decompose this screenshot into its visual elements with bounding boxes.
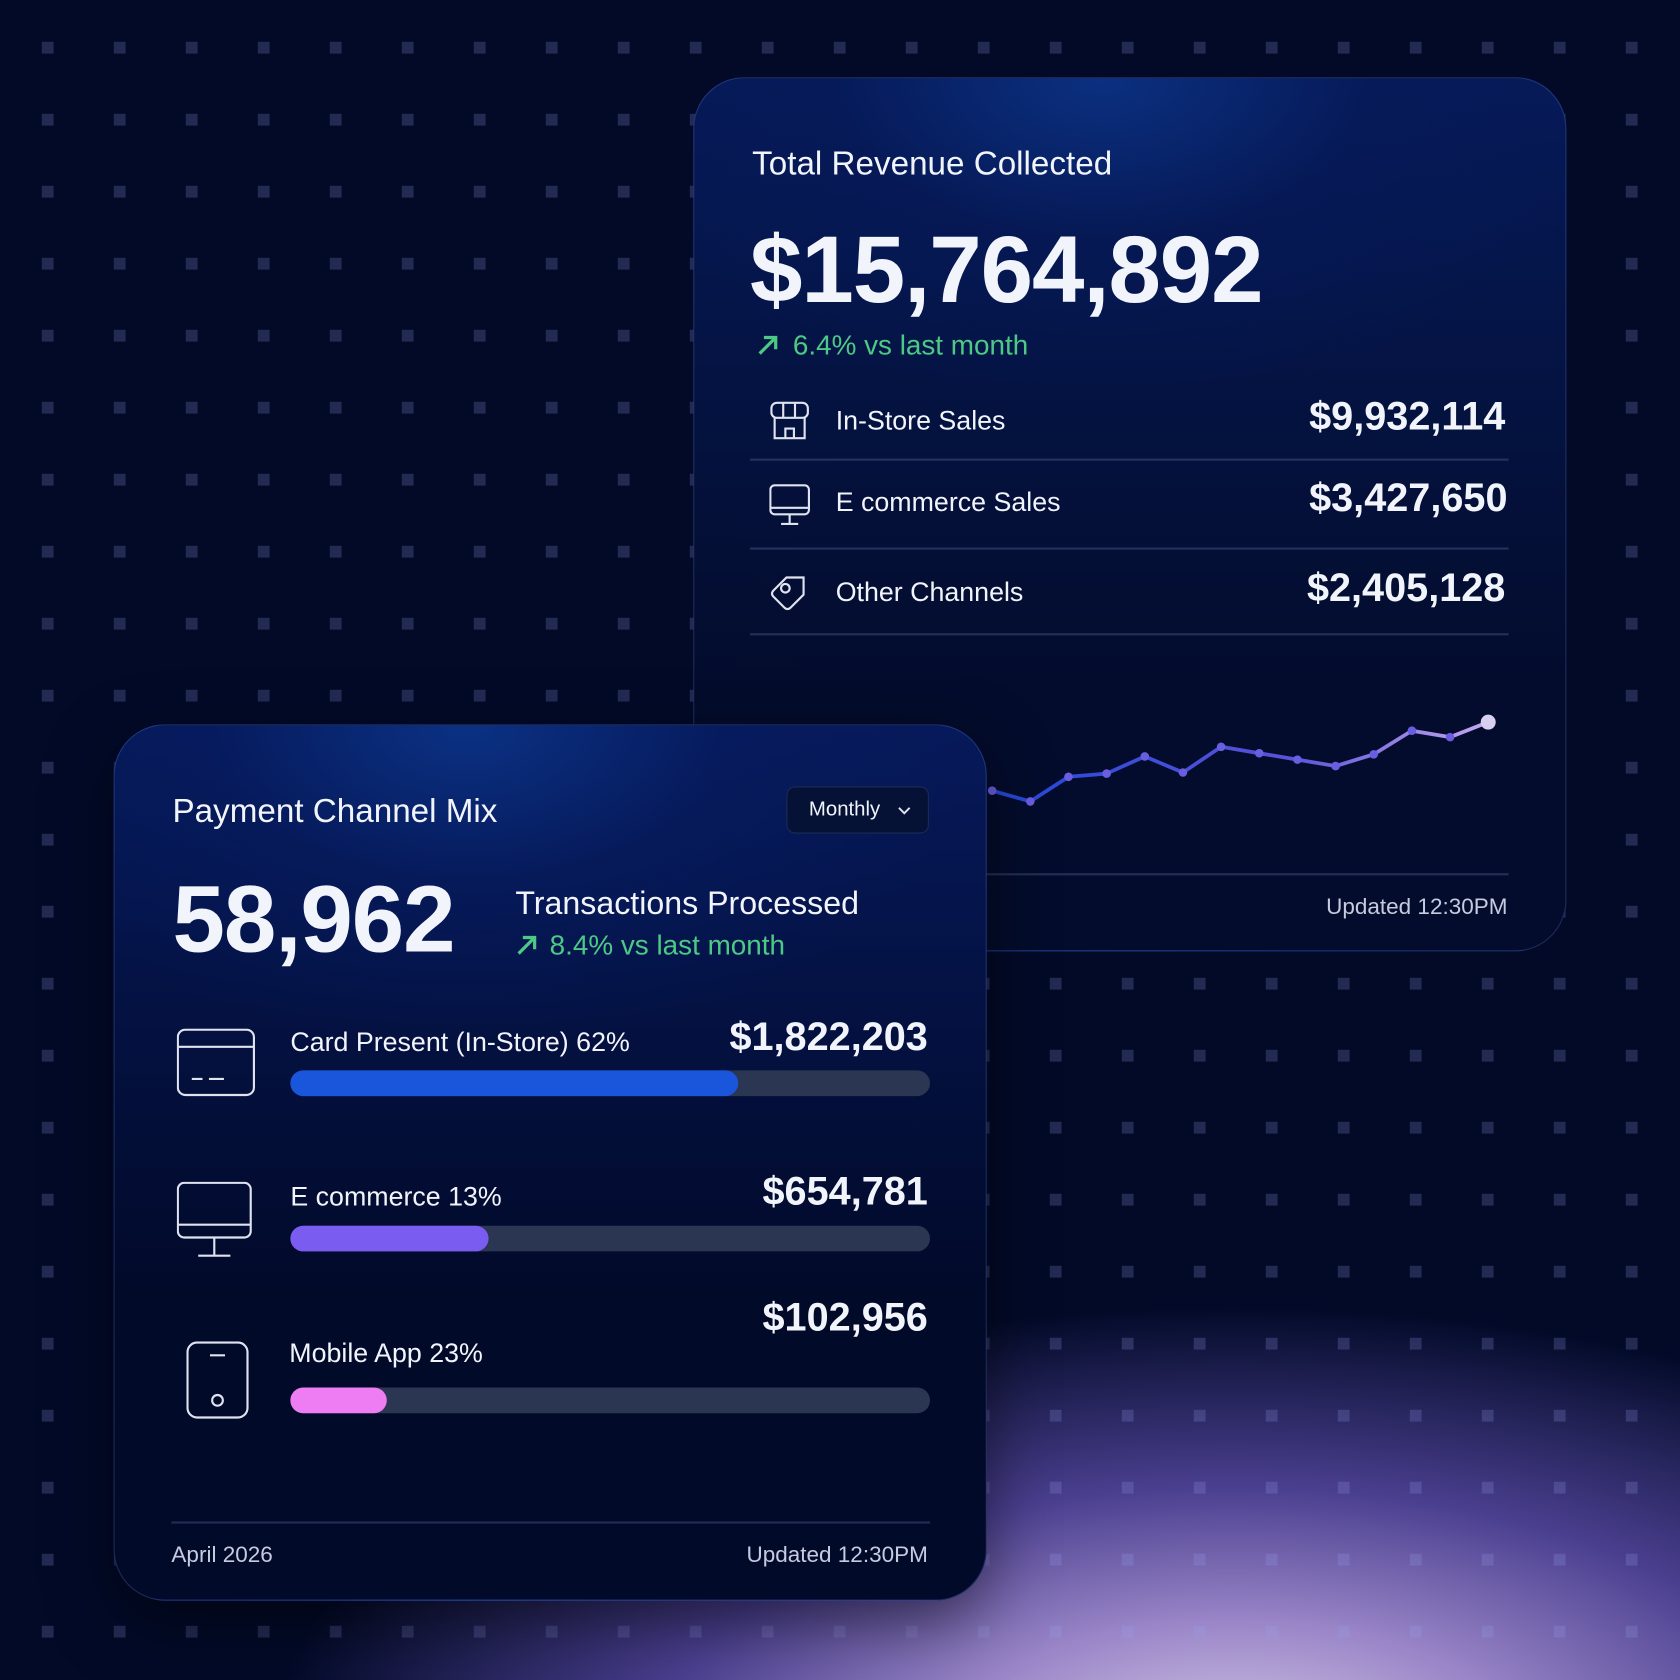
card-icon [176,1028,256,1097]
trend-point [1254,748,1264,758]
card-title: Total Revenue Collected [752,144,1113,183]
tag-icon [770,576,805,611]
trend-point [1407,726,1417,736]
change: 8.4% vs last month [549,928,785,962]
trend-point [1064,772,1073,782]
period-dropdown[interactable]: Monthly [786,786,929,834]
row-label: E commerce Sales [835,487,1061,518]
trend-point [987,786,997,796]
up-arrow [517,935,537,955]
phone-icon [186,1341,249,1419]
row-value: $9,932,114 [1309,394,1506,439]
channel-label: Mobile App 23% [289,1338,483,1369]
progress-track [290,1387,931,1414]
trend-point [1369,750,1379,759]
transaction-count: 58,962 [172,865,456,972]
row-value: $2,405,128 [1306,565,1506,610]
divider [171,1521,931,1524]
divider [750,633,1509,635]
chevron [898,807,911,815]
channel-amount: $102,956 [762,1295,928,1340]
updated: Updated 12:30PM [1326,894,1508,920]
channel-amount: $654,781 [762,1168,928,1213]
trend-point [1480,714,1496,730]
payment-card: Payment Channel Mix Monthly 58,962 Trans… [113,724,987,1601]
channel-amount: $1,822,203 [729,1014,928,1059]
progress-bar [290,1387,387,1414]
divider [750,547,1509,550]
revenue-amount: $15,764,892 [750,216,1264,323]
divider [750,873,1509,875]
progress-bar [290,1070,739,1097]
monitor-icon [769,484,811,526]
trend-point [1331,761,1340,771]
dropdown-label: Monthly [808,798,881,821]
updated: Updated 12:30PM [746,1542,928,1568]
count-label: Transactions Processed [515,886,859,922]
trend-point [1293,755,1302,764]
row-label: In-Store Sales [835,406,1006,437]
trend-chart [987,714,1496,806]
divider [750,458,1509,461]
monitor-icon [176,1181,252,1257]
row-value: $3,427,650 [1309,475,1508,520]
row-label: Other Channels [835,577,1024,608]
trend-point [1178,768,1188,777]
trend-point [1026,797,1035,806]
channel-label: Card Present (In-Store) 62% [290,1027,630,1058]
up-arrow [758,335,778,355]
trend-line [991,720,1489,804]
trend-point [1102,769,1111,778]
card-title: Payment Channel Mix [172,791,498,830]
change: 6.4% vs last month [792,328,1029,362]
date: April 2026 [171,1542,273,1568]
channel-label: E commerce 13% [290,1181,502,1212]
trend-point [1216,742,1226,752]
trend-point [1445,732,1455,742]
progress-track [290,1070,931,1097]
store-icon [770,401,809,440]
trend-point [1140,752,1150,761]
progress-bar [290,1225,489,1252]
progress-track [290,1225,931,1252]
